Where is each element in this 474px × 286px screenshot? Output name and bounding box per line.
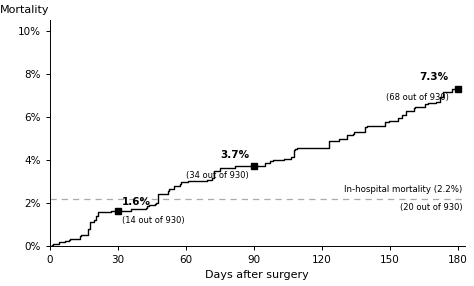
Text: Mortality: Mortality <box>0 5 49 15</box>
Text: (34 out of 930): (34 out of 930) <box>186 170 249 180</box>
Text: (68 out of 930): (68 out of 930) <box>386 93 449 102</box>
Text: 3.7%: 3.7% <box>220 150 249 160</box>
Text: 1.6%: 1.6% <box>122 197 151 207</box>
Text: (14 out of 930): (14 out of 930) <box>122 216 185 225</box>
X-axis label: Days after surgery: Days after surgery <box>205 271 309 281</box>
Text: 7.3%: 7.3% <box>419 72 449 82</box>
Text: (20 out of 930): (20 out of 930) <box>400 203 462 212</box>
Text: In-hospital mortality (2.2%): In-hospital mortality (2.2%) <box>344 185 462 194</box>
